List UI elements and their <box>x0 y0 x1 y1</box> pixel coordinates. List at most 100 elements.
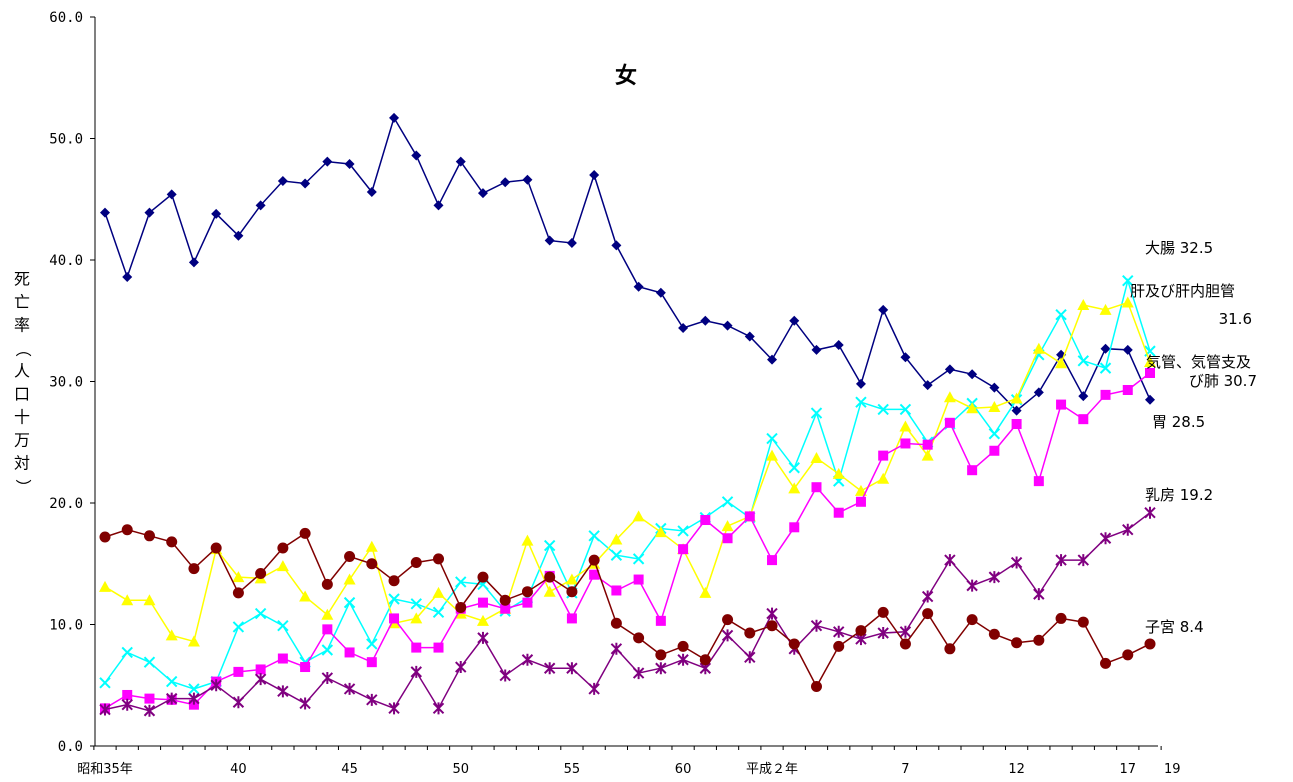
data-point <box>566 586 578 598</box>
data-point <box>966 402 979 414</box>
data-point <box>254 673 267 686</box>
x-tick-label: 19 <box>1164 762 1181 777</box>
data-point <box>100 207 110 218</box>
data-point <box>788 462 800 474</box>
data-point <box>611 585 622 596</box>
x-tick-label: 17 <box>1119 762 1136 777</box>
y-axis-label-char: 人 <box>14 362 30 381</box>
data-point <box>366 693 378 706</box>
data-point <box>810 619 823 632</box>
y-axis-label-char: 死 <box>14 270 30 289</box>
data-point <box>477 571 489 583</box>
data-point <box>722 614 734 626</box>
data-point <box>677 640 689 652</box>
data-point <box>610 549 623 561</box>
data-point <box>700 515 711 526</box>
data-point <box>255 200 266 211</box>
data-point <box>967 465 978 476</box>
data-point <box>1055 357 1068 369</box>
data-point <box>944 364 955 375</box>
x-tick-label: 12 <box>1008 762 1025 777</box>
y-tick-label: 0.0 <box>58 739 83 755</box>
data-point <box>388 593 400 605</box>
data-point <box>543 539 556 552</box>
data-point <box>1055 612 1067 624</box>
data-point <box>899 638 911 650</box>
data-point <box>967 369 978 380</box>
data-point <box>276 560 289 572</box>
data-point <box>1122 385 1133 396</box>
data-point <box>966 614 978 626</box>
data-point <box>721 520 734 532</box>
data-point <box>455 661 467 674</box>
data-point <box>921 590 934 603</box>
data-point <box>99 677 111 689</box>
data-point <box>878 450 889 461</box>
data-point <box>433 553 445 565</box>
data-point <box>232 587 244 599</box>
data-point <box>321 578 333 590</box>
data-point <box>543 662 556 675</box>
annotation-label: 子宮 8.4 <box>1145 618 1204 636</box>
data-point <box>165 675 178 688</box>
data-point <box>277 685 289 698</box>
data-point <box>343 573 356 585</box>
data-point <box>300 178 311 189</box>
y-tick-label: 50.0 <box>49 132 83 148</box>
data-point <box>166 536 178 548</box>
data-point <box>1055 308 1067 321</box>
data-point <box>410 612 423 624</box>
data-point <box>277 176 288 187</box>
data-point <box>344 550 356 562</box>
data-point <box>366 657 377 668</box>
annotation-label: 肝及び肝内胆管 <box>1130 282 1235 300</box>
data-point <box>766 432 778 445</box>
data-point <box>521 653 534 666</box>
chart-title: 女 <box>615 63 637 89</box>
data-point <box>344 647 355 658</box>
data-point <box>1033 387 1044 398</box>
series-line <box>104 115 1151 412</box>
data-point <box>322 624 333 635</box>
data-point <box>633 632 645 644</box>
data-point <box>655 287 666 298</box>
data-point <box>322 156 333 167</box>
data-point <box>1099 532 1112 545</box>
data-point <box>143 656 156 668</box>
data-point <box>1099 303 1112 315</box>
data-point <box>988 628 1000 640</box>
data-point <box>99 703 111 716</box>
data-point <box>655 662 667 675</box>
data-point <box>144 207 155 218</box>
y-tick-label: 30.0 <box>49 375 83 391</box>
data-point <box>877 606 889 618</box>
data-point <box>188 563 200 575</box>
data-point <box>121 698 133 711</box>
annotation-label: 乳房 19.2 <box>1145 486 1213 504</box>
annotation-label: び肺 30.7 <box>1189 372 1257 390</box>
annotation-label: 気管、気管支及 <box>1146 353 1251 371</box>
data-point <box>877 472 890 484</box>
data-point <box>855 396 867 408</box>
series-6 <box>99 524 1156 692</box>
data-point <box>455 156 466 167</box>
data-point <box>1011 405 1022 416</box>
x-tick-label: 45 <box>341 762 358 777</box>
data-point <box>1056 399 1067 410</box>
y-axis-label-char: 十 <box>14 408 30 427</box>
data-point <box>767 555 778 566</box>
data-point <box>389 613 400 624</box>
data-point <box>544 571 556 583</box>
data-point <box>299 697 311 710</box>
data-point <box>300 662 311 673</box>
series-3 <box>99 296 1156 647</box>
y-axis-label-char: 亡 <box>14 293 30 312</box>
data-point <box>1100 657 1112 669</box>
data-point <box>522 597 533 608</box>
data-point <box>811 482 822 493</box>
data-point <box>921 449 934 461</box>
data-point <box>589 569 600 580</box>
data-point <box>233 230 244 241</box>
data-point <box>299 590 312 602</box>
